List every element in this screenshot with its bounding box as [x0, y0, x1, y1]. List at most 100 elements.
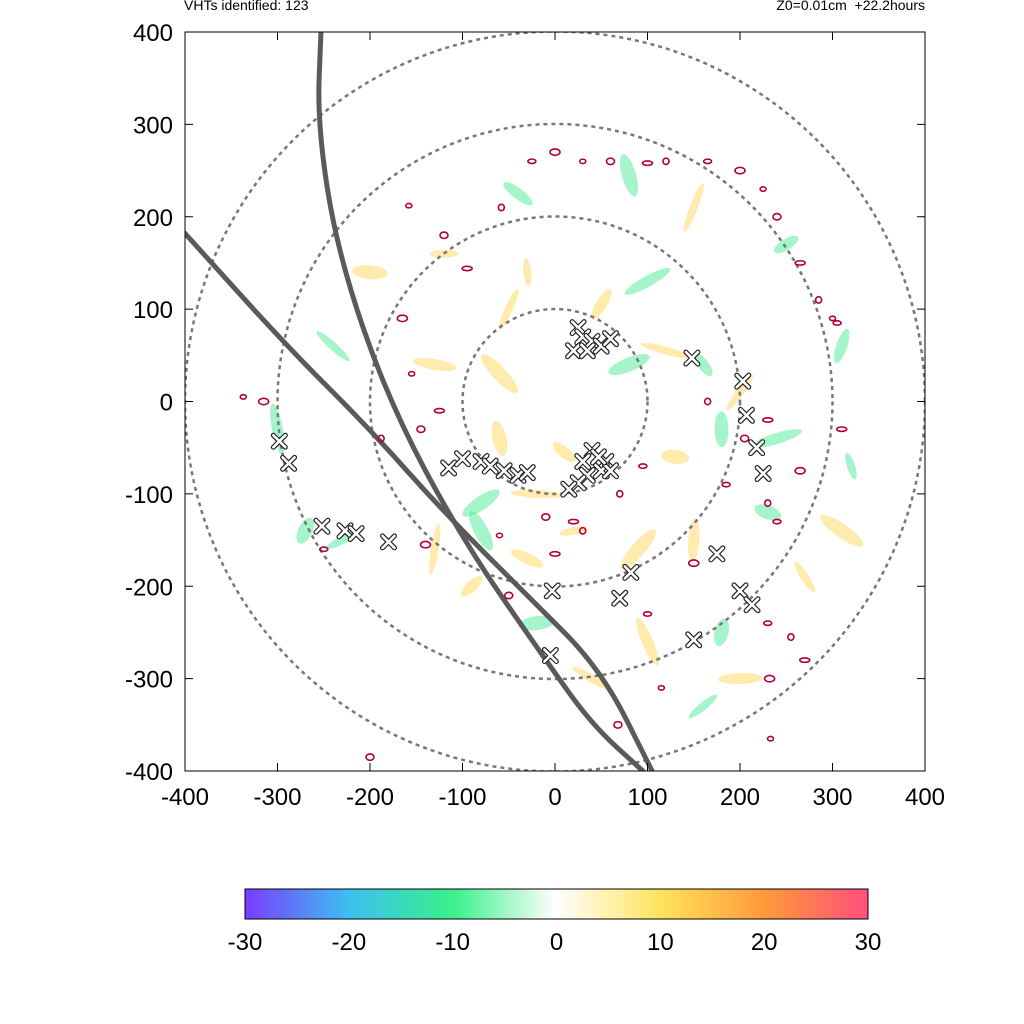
contour-blob — [814, 295, 823, 304]
range-ring — [461, 307, 649, 496]
contour-blob — [318, 546, 329, 553]
y-tick-label: 100 — [133, 297, 173, 324]
vht-marker — [565, 342, 582, 360]
contour-blob — [638, 463, 648, 470]
contour-blob — [703, 397, 712, 406]
field-blob — [429, 523, 441, 575]
vht-marker — [737, 406, 755, 424]
vht-marker-fill — [732, 583, 748, 599]
field-blob — [688, 694, 718, 719]
colorbar-tick-label: 0 — [550, 929, 563, 956]
contour-blob — [257, 397, 270, 406]
contour-blob — [734, 166, 746, 175]
vht-marker — [734, 372, 752, 390]
contour-blob — [721, 481, 731, 488]
vht-marker — [472, 453, 490, 471]
contour-blob — [416, 425, 426, 434]
contour-blob — [772, 212, 782, 221]
contour-blob — [439, 231, 449, 240]
contour-blob — [832, 319, 842, 326]
contour-blob — [433, 407, 446, 414]
vht-marker — [589, 448, 607, 466]
field-blob — [754, 504, 782, 521]
contour-blob — [702, 158, 713, 165]
field-blob — [620, 529, 657, 570]
field-blob — [820, 514, 864, 547]
vht-marker-fill — [709, 546, 725, 562]
x-tick-label: -300 — [253, 784, 301, 811]
vht-marker-fill — [561, 481, 577, 497]
field-blob — [296, 517, 315, 544]
field-blob — [640, 342, 692, 359]
storm-track — [185, 230, 655, 771]
vht-marker — [743, 596, 761, 614]
vht-marker — [602, 462, 619, 480]
contour-blob — [759, 186, 767, 193]
contour-blob — [578, 158, 587, 165]
vht-marker — [708, 545, 726, 563]
contour-blob — [662, 157, 670, 166]
vht-marker-fill — [575, 454, 591, 469]
field-blob — [619, 153, 639, 197]
vht-marker — [481, 457, 499, 475]
contour-blob — [794, 466, 806, 475]
colorbar-tick-label: 10 — [647, 929, 674, 956]
vht-marker-fill — [482, 458, 498, 474]
vht-marker — [574, 453, 592, 471]
colorbar-tick-label: 20 — [751, 929, 778, 956]
contour-blob — [503, 591, 514, 600]
field-blob — [468, 511, 494, 551]
vht-marker-fill — [603, 463, 618, 479]
field-blob — [523, 258, 532, 287]
vht-marker-fill — [739, 408, 754, 423]
vht-marker — [270, 432, 288, 450]
vht-marker-fill — [686, 632, 702, 648]
range-ring — [368, 215, 742, 588]
contour-blob — [794, 259, 806, 266]
vht-marker-fill — [735, 373, 751, 389]
contour-blob — [405, 202, 413, 209]
x-tick-label: -100 — [438, 784, 486, 811]
y-tick-label: 0 — [160, 390, 173, 417]
vht-marker-fill — [575, 329, 591, 345]
y-tick-label: 300 — [133, 112, 173, 139]
vht-marker-fill — [348, 526, 364, 541]
vht-marker-fill — [749, 440, 764, 455]
contour-blob — [396, 314, 409, 323]
vht-marker — [560, 480, 578, 498]
field-blob — [833, 328, 850, 364]
contour-blob — [798, 657, 811, 664]
x-tick-label: 200 — [720, 784, 760, 811]
vht-marker — [518, 464, 536, 482]
field-blob — [661, 449, 690, 465]
contour-blob — [762, 620, 773, 627]
y-tick-label: -300 — [125, 667, 173, 694]
contour-blob — [787, 633, 795, 642]
vht-marker — [495, 462, 513, 480]
vht-marker — [569, 319, 587, 337]
vht-marker-fill — [580, 343, 595, 358]
vht-marker-fill — [612, 590, 628, 606]
field-blob — [845, 452, 857, 480]
vht-marker — [280, 454, 298, 472]
contour-blob — [763, 499, 772, 508]
contour-blob — [365, 753, 375, 762]
contour-blob — [407, 370, 416, 377]
vht-marker-fill — [544, 583, 560, 599]
contour-blob — [835, 426, 848, 433]
colorbar-tick-label: -10 — [435, 929, 470, 956]
vht-marker — [622, 563, 640, 581]
vht-marker-fill — [755, 466, 771, 481]
colorbar-tick-label: -20 — [331, 929, 366, 956]
field-blob — [481, 354, 518, 394]
field-blob — [510, 549, 544, 568]
contour-blob — [613, 720, 623, 729]
field-blob — [624, 267, 671, 295]
x-tick-label: -400 — [161, 784, 209, 811]
vht-marker — [313, 517, 331, 535]
field-blob — [460, 575, 483, 597]
storm-tracks — [185, 32, 655, 771]
vht-marker-fill — [272, 433, 287, 449]
range-ring — [276, 122, 834, 681]
